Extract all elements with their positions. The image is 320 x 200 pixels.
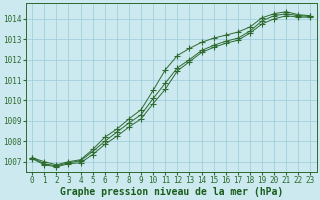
X-axis label: Graphe pression niveau de la mer (hPa): Graphe pression niveau de la mer (hPa) (60, 186, 283, 197)
